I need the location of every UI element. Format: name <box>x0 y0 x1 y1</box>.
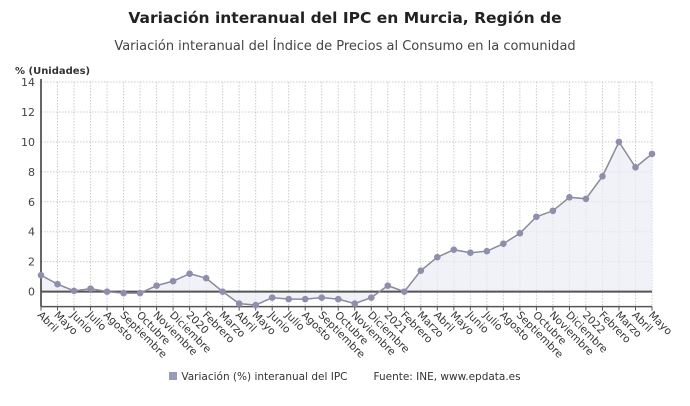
data-point <box>87 285 94 292</box>
data-point <box>169 277 177 285</box>
data-point <box>384 282 392 289</box>
data-point <box>500 240 507 248</box>
data-point <box>417 267 425 274</box>
data-point <box>186 270 193 277</box>
data-point <box>582 195 590 203</box>
data-point <box>434 253 441 261</box>
y-tick-label: 2 <box>28 256 35 269</box>
data-point <box>533 213 540 221</box>
data-point <box>351 300 359 307</box>
data-point <box>632 164 639 171</box>
data-point <box>566 193 573 201</box>
legend-swatch <box>169 372 178 380</box>
data-point <box>268 294 276 301</box>
data-point <box>483 247 491 255</box>
data-point <box>549 207 557 215</box>
data-point <box>219 288 226 295</box>
data-point <box>103 288 111 295</box>
data-point <box>285 295 293 303</box>
y-tick-label: 4 <box>28 226 35 239</box>
data-point <box>367 294 375 301</box>
data-point <box>450 246 458 254</box>
data-point <box>153 282 160 289</box>
data-point <box>202 274 210 282</box>
data-point <box>615 138 623 146</box>
legend: Variación (%) interanual del IPC Fuente: … <box>0 371 690 383</box>
data-point <box>37 271 45 279</box>
data-point <box>120 289 127 297</box>
y-tick-label: 0 <box>28 286 35 299</box>
data-point <box>235 300 243 307</box>
data-point <box>599 173 606 180</box>
y-tick-label: 6 <box>28 196 35 209</box>
data-point <box>54 280 61 288</box>
series-area <box>41 141 652 306</box>
data-point <box>136 289 144 297</box>
data-point <box>467 249 474 256</box>
chart-subtitle: Variación interanual del Índice de Preci… <box>114 39 576 54</box>
chart: % (Unidades) 02468101214AbrilMayoJunioJu… <box>15 66 674 361</box>
data-point <box>648 150 656 158</box>
chart-title: Variación interanual del IPC en Murcia, … <box>128 9 562 27</box>
data-point <box>334 295 342 303</box>
legend-label: Variación (%) interanual del IPC <box>181 371 348 383</box>
y-tick-label: 14 <box>21 76 35 89</box>
data-point <box>252 301 259 309</box>
data-point <box>301 295 309 303</box>
source-note: Fuente: INE, www.epdata.es <box>373 371 521 383</box>
data-point <box>70 287 78 295</box>
y-tick-label: 12 <box>21 106 35 119</box>
y-tick-label: 8 <box>28 166 35 179</box>
y-axis-label: % (Unidades) <box>15 66 90 77</box>
data-point <box>318 294 326 301</box>
data-point <box>400 288 408 295</box>
data-point <box>516 229 524 237</box>
y-tick-label: 10 <box>21 136 35 149</box>
